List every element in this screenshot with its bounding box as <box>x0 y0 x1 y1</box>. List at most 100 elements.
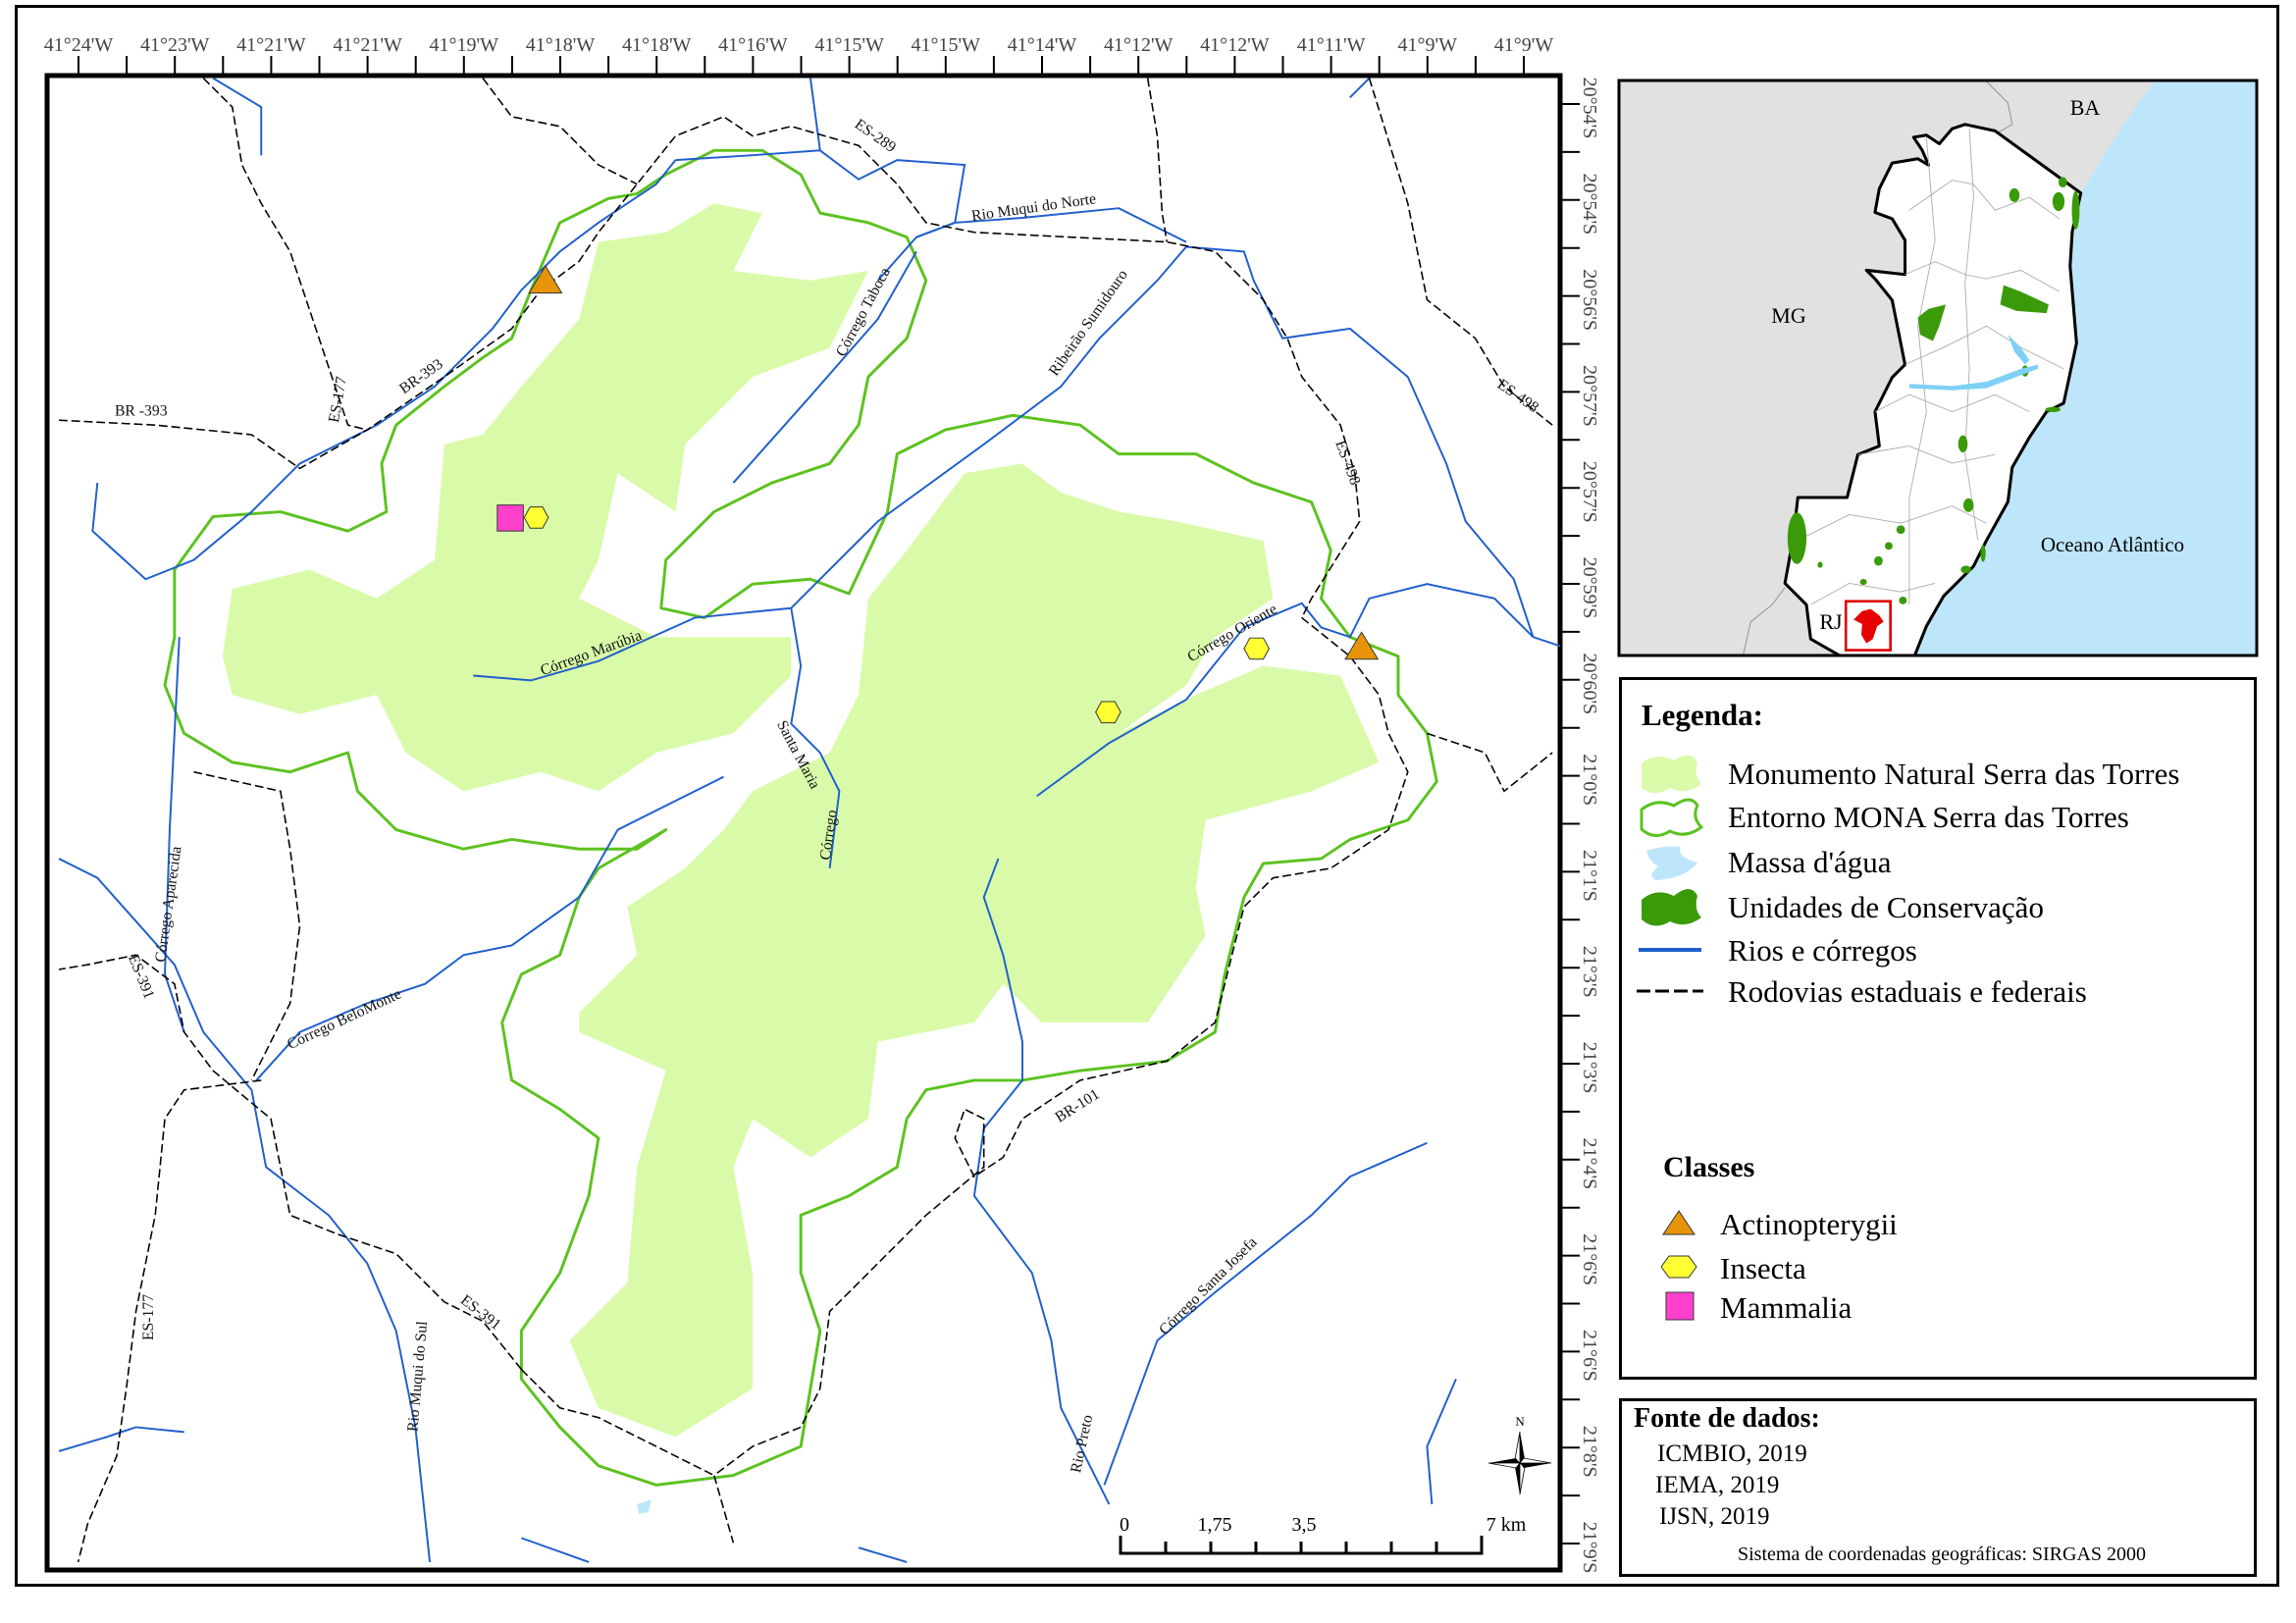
river <box>255 775 725 1081</box>
top-axis: 41°24'W 41°23'W 41°21'W 41°21'W 41°19'W 41°18… <box>44 34 1553 76</box>
road <box>58 116 1409 1544</box>
river <box>858 1546 908 1563</box>
river <box>732 250 917 484</box>
mammalia-marker[interactable] <box>496 504 524 532</box>
right-axis-label: 20°54'S <box>1579 78 1600 139</box>
source-item: ICMBIO, 2019 <box>1657 1440 1807 1467</box>
right-axis-label: 20°54'S <box>1579 173 1600 235</box>
dark-green-polygon-icon <box>1642 889 1701 926</box>
legend: Legenda: Monumento Natural Serra das Tor… <box>1619 677 2257 1380</box>
river <box>809 78 821 151</box>
water-body <box>637 1499 652 1514</box>
scale-label: 3,5 <box>1292 1514 1317 1536</box>
classes-title: Classes <box>1663 1151 1755 1183</box>
top-axis-label: 41°18'W <box>622 34 692 56</box>
blue-line-icon <box>1639 948 1701 952</box>
sources-title: Fonte de dados: <box>1634 1403 1820 1434</box>
right-axis-label: 21°0'S <box>1579 754 1600 806</box>
class-label: Insecta <box>1720 1251 1806 1285</box>
class-item-actinopterygii: Actinopterygii <box>1661 1205 2250 1244</box>
river <box>91 159 677 581</box>
right-axis-label: 21°8'S <box>1579 1426 1600 1478</box>
legend-item-uc: Unidades de Conservação <box>1622 882 2250 931</box>
top-axis-label: 41°19'W <box>430 34 499 56</box>
espirito-santo-state <box>1783 123 2083 655</box>
river <box>1036 583 1560 798</box>
right-axis: 20°54'S 20°54'S 20°56'S 20°57'S 20°57'S 20°59… <box>1560 78 1600 1574</box>
class-label: Actinopterygii <box>1720 1207 1898 1241</box>
top-axis-label: 41°15'W <box>814 34 884 56</box>
legend-label: Monumento Natural Serra das Torres <box>1728 757 2180 791</box>
right-axis-label: 21°1'S <box>1579 850 1600 902</box>
light-green-polygon-icon <box>1642 755 1701 793</box>
coordinate-system: Sistema de coordenadas geográficas: SIRG… <box>1738 1544 2147 1565</box>
label-br393b: BR -393 <box>115 402 168 419</box>
river <box>164 637 185 1033</box>
legend-label: Massa d'água <box>1728 845 1892 879</box>
road <box>58 954 522 1371</box>
right-axis-label: 21°9'S <box>1579 1522 1600 1574</box>
river <box>1426 1378 1457 1505</box>
mona-location <box>1853 608 1884 644</box>
water-bodies <box>1908 334 2038 391</box>
river <box>473 606 792 682</box>
legend-title: Legenda: <box>1642 698 1763 732</box>
road <box>193 770 301 1081</box>
location-box <box>1844 600 1892 652</box>
legend-item-mona: Monumento Natural Serra das Torres <box>1622 749 2250 798</box>
river <box>212 77 263 156</box>
inset-label-rj: RJ <box>1819 609 1843 634</box>
right-axis-label: 20°56'S <box>1579 269 1600 331</box>
right-axis-label: 21°3'S <box>1579 946 1600 998</box>
mona-polygon-north <box>222 203 868 792</box>
legend-label: Unidades de Conservação <box>1728 890 2044 924</box>
label-es177b: ES-177 <box>140 1294 157 1340</box>
right-axis-label: 20°57'S <box>1579 461 1600 523</box>
light-blue-polygon-icon <box>1646 846 1697 880</box>
scale-label: 7 km <box>1487 1514 1527 1536</box>
legend-item-roads: Rodovias estaduais e federais <box>1622 967 2250 1016</box>
road <box>77 1079 262 1563</box>
source-item: IEMA, 2019 <box>1655 1472 1780 1498</box>
source-item: IJSN, 2019 <box>1659 1503 1770 1530</box>
ocean <box>1914 81 2257 655</box>
legend-label: Entorno MONA Serra das Torres <box>1728 800 2129 834</box>
top-axis-label: 41°14'W <box>1008 34 1077 56</box>
top-axis-label: 41°15'W <box>912 34 981 56</box>
orange-triangle-icon <box>1662 1210 1696 1235</box>
legend-label: Rios e córregos <box>1728 933 1917 968</box>
roads <box>58 78 1553 1563</box>
legend-label: Rodovias estaduais e federais <box>1728 974 2087 1009</box>
right-axis-label: 21°6'S <box>1579 1330 1600 1382</box>
insecta-marker[interactable] <box>1243 637 1270 660</box>
actinopterygii-marker[interactable] <box>528 265 563 294</box>
insecta-marker[interactable] <box>1095 701 1122 724</box>
mona-buffer-outline <box>163 148 1438 1487</box>
river <box>675 149 966 282</box>
top-axis-label: 41°21'W <box>236 34 306 56</box>
scale-label: 1,75 <box>1198 1514 1232 1536</box>
north-arrow-icon: N <box>1487 1414 1552 1495</box>
right-axis-label: 20°57'S <box>1579 365 1600 427</box>
top-axis-label: 41°21'W <box>333 34 402 56</box>
river <box>972 858 1111 1505</box>
data-sources: Fonte de dados: ICMBIO, 2019 IEMA, 2019 … <box>1619 1398 2257 1577</box>
class-item-mammalia: Mammalia <box>1661 1288 2250 1328</box>
river <box>790 245 1535 638</box>
actinopterygii-marker[interactable] <box>1344 631 1380 660</box>
right-axis-label: 21°6'S <box>1579 1233 1600 1285</box>
map-frame <box>15 5 2279 1587</box>
legend-item-entorno: Entorno MONA Serra das Torres <box>1622 792 2250 841</box>
occurrence-markers <box>496 265 1380 724</box>
road <box>1368 78 1553 426</box>
inset-label-ocean: Oceano Atlântico <box>2041 533 2184 556</box>
top-axis-label: 41°12'W <box>1104 34 1174 56</box>
inset-label-ba: BA <box>2070 95 2101 120</box>
inset-map: BA MG RJ Oceano Atlântico <box>1617 79 2259 657</box>
inset-label-mg: MG <box>1771 303 1806 328</box>
conservation-units <box>1787 177 2080 604</box>
insecta-marker[interactable] <box>523 506 549 529</box>
road <box>1427 732 1553 793</box>
road <box>520 1368 715 1477</box>
